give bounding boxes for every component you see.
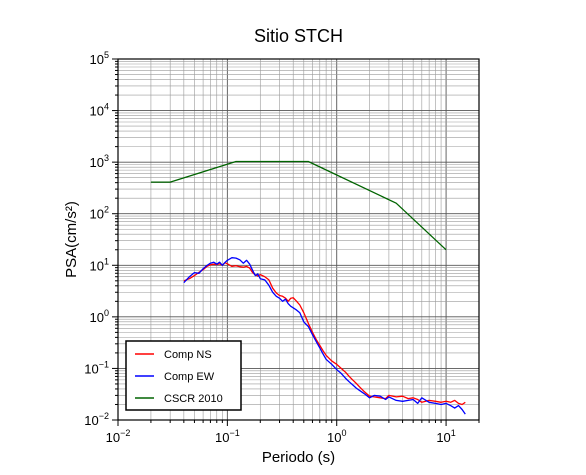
plot-frame — [117, 58, 480, 421]
x-tick-label: 101 — [436, 428, 455, 445]
y-tick-label: 101 — [90, 256, 109, 273]
y-axis-title: PSA(cm/s²) — [63, 201, 80, 278]
x-tick-label: 10−1 — [215, 428, 240, 445]
legend-label-cscr-2010: CSCR 2010 — [164, 393, 223, 405]
x-tick-label: 100 — [327, 428, 346, 445]
chart-title: Sitio STCH — [254, 26, 343, 46]
series-line-cscr-2010 — [150, 160, 447, 251]
legend-label-comp-ew: Comp EW — [164, 371, 215, 383]
legend: Comp NS Comp EW CSCR 2010 — [125, 340, 242, 411]
series-line-comp-ns — [183, 262, 466, 406]
series-layer — [150, 160, 466, 415]
x-axis-title: Periodo (s) — [262, 449, 335, 466]
y-tick-label: 104 — [90, 102, 109, 119]
x-tick-label: 10−2 — [106, 428, 131, 445]
y-tick-label: 102 — [90, 205, 109, 222]
y-tick-label: 10−1 — [84, 359, 109, 376]
legend-label-comp-ns: Comp NS — [164, 349, 212, 361]
y-tick-label: 103 — [90, 153, 109, 170]
axis-ticks — [112, 58, 480, 426]
x-tick-labels: 10−2 10−1 100 101 — [106, 428, 456, 445]
y-tick-label: 105 — [90, 50, 109, 67]
y-tick-label: 10−2 — [84, 411, 109, 428]
series-line-comp-ew — [183, 257, 466, 415]
y-tick-labels: 10−2 10−1 100 101 102 103 104 105 — [84, 50, 109, 428]
y-tick-label: 100 — [90, 308, 109, 325]
legend-items: Comp NS Comp EW CSCR 2010 — [135, 349, 223, 405]
